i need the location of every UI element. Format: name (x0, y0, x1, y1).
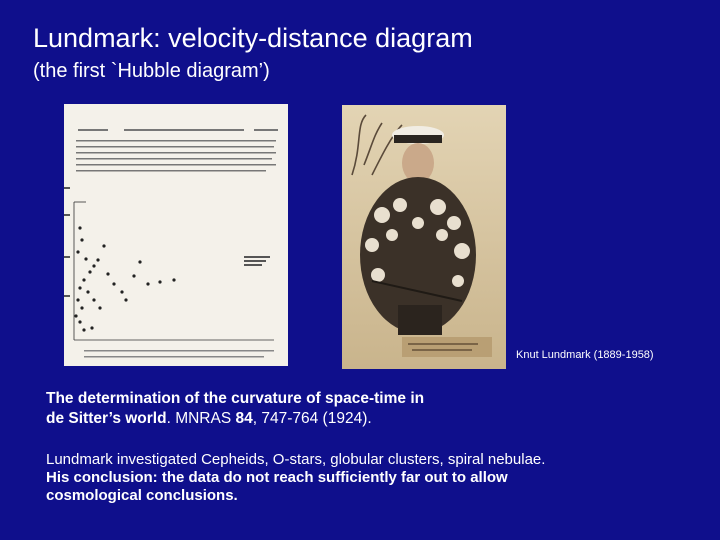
body-line2: His conclusion: the data do not reach su… (46, 469, 508, 486)
portrait-graphic (342, 105, 506, 369)
photo-caption: Knut Lundmark (1889-1958) (516, 349, 654, 361)
reference-volume: 84 (235, 410, 253, 427)
reference-citation: The determination of the curvature of sp… (46, 389, 424, 429)
reference-line2: de Sitter’s world. MNRAS 84, 747-764 (19… (46, 409, 424, 429)
lundmark-portrait-image (342, 105, 506, 369)
reference-title-line2: de Sitter’s world (46, 410, 167, 427)
slide-title: Lundmark: velocity-distance diagram (33, 23, 473, 53)
body-line1: Lundmark investigated Cepheids, O-stars,… (46, 451, 546, 468)
reference-journal: . MNRAS (166, 410, 236, 427)
reference-title-line1: The determination of the curvature of sp… (46, 390, 425, 407)
paper-scan-image (64, 104, 288, 366)
paper-scan-graphic (64, 129, 278, 358)
body-line3: cosmological conclusions. (46, 487, 238, 504)
reference-pages: , 747-764 (1924). (252, 410, 372, 427)
body-text: Lundmark investigated Cepheids, O-stars,… (46, 451, 545, 505)
slide-subtitle: (the first `Hubble diagram’) (33, 60, 270, 82)
